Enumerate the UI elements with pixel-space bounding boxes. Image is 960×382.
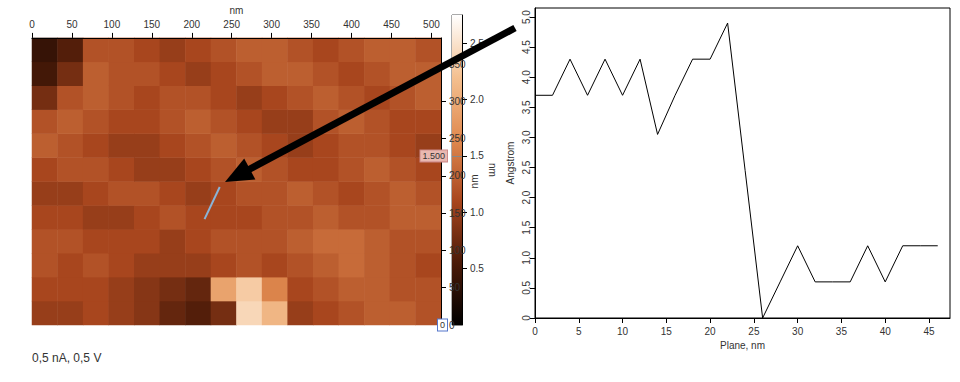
svg-text:nm: nm xyxy=(230,5,244,16)
svg-text:100: 100 xyxy=(449,245,466,256)
svg-text:25: 25 xyxy=(748,326,760,337)
svg-text:5: 5 xyxy=(576,326,582,337)
svg-text:Angstrom: Angstrom xyxy=(505,142,516,185)
svg-text:2.5: 2.5 xyxy=(521,160,532,174)
svg-text:1.500: 1.500 xyxy=(422,151,445,161)
svg-text:4.5: 4.5 xyxy=(521,40,532,54)
svg-text:0: 0 xyxy=(440,320,445,330)
svg-text:Plane, nm: Plane, nm xyxy=(720,340,765,351)
svg-text:50: 50 xyxy=(449,282,461,293)
svg-text:nm: nm xyxy=(469,174,480,188)
svg-text:35: 35 xyxy=(836,326,848,337)
svg-text:1.0: 1.0 xyxy=(470,207,484,218)
svg-text:0: 0 xyxy=(29,19,35,30)
svg-text:200: 200 xyxy=(183,19,200,30)
svg-text:350: 350 xyxy=(449,58,466,70)
svg-text:500: 500 xyxy=(423,19,440,30)
svg-text:400: 400 xyxy=(343,19,360,30)
svg-text:250: 250 xyxy=(449,133,466,144)
svg-text:20: 20 xyxy=(705,326,717,337)
svg-text:3.5: 3.5 xyxy=(521,100,532,114)
svg-text:15: 15 xyxy=(661,326,673,337)
svg-text:0: 0 xyxy=(532,326,538,337)
svg-text:1.5: 1.5 xyxy=(470,150,484,161)
svg-text:45: 45 xyxy=(923,326,935,337)
svg-text:2.0: 2.0 xyxy=(521,190,532,204)
svg-text:0.5: 0.5 xyxy=(470,263,484,274)
svg-text:150: 150 xyxy=(449,208,466,219)
svg-text:350: 350 xyxy=(303,19,320,30)
svg-text:4.0: 4.0 xyxy=(521,70,532,84)
svg-text:0: 0 xyxy=(449,320,455,331)
svg-text:nm: nm xyxy=(487,163,498,177)
svg-text:300: 300 xyxy=(263,19,280,30)
svg-text:250: 250 xyxy=(223,19,240,30)
svg-text:0.5: 0.5 xyxy=(521,281,532,295)
svg-text:40: 40 xyxy=(880,326,892,337)
svg-text:0: 0 xyxy=(521,315,532,321)
svg-text:300: 300 xyxy=(449,96,466,107)
svg-text:10: 10 xyxy=(617,326,629,337)
svg-text:450: 450 xyxy=(383,19,400,30)
svg-text:200: 200 xyxy=(449,170,466,181)
svg-text:150: 150 xyxy=(143,19,160,30)
svg-text:3.0: 3.0 xyxy=(521,130,532,144)
svg-text:5.0: 5.0 xyxy=(521,10,532,24)
svg-text:0,5 nA, 0,5 V: 0,5 nA, 0,5 V xyxy=(32,351,101,365)
svg-text:100: 100 xyxy=(104,19,121,30)
svg-text:1.0: 1.0 xyxy=(521,250,532,264)
svg-text:2.0: 2.0 xyxy=(470,94,484,105)
svg-text:30: 30 xyxy=(792,326,804,337)
svg-text:1.5: 1.5 xyxy=(521,220,532,234)
svg-text:50: 50 xyxy=(66,19,78,30)
